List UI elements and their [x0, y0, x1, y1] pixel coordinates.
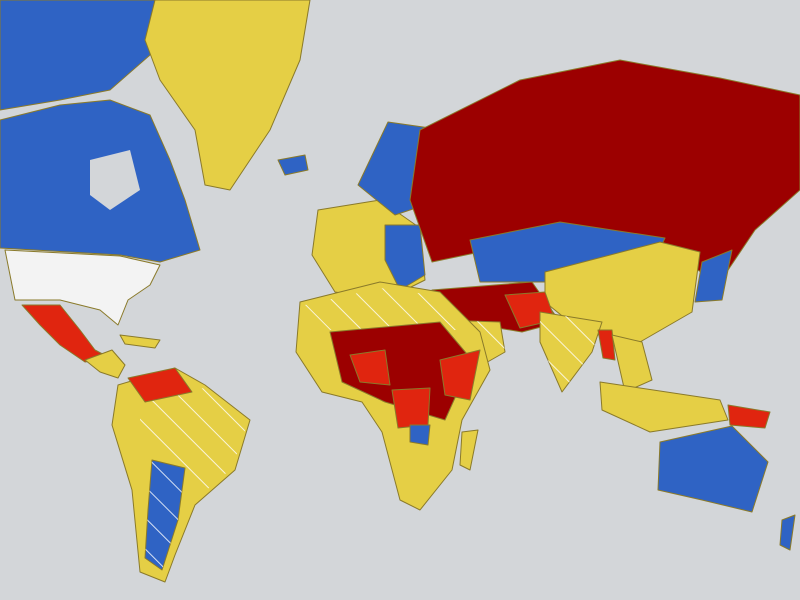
- region-usa[interactable]: [4, 249, 161, 326]
- region-russia[interactable]: [409, 59, 800, 283]
- region-greenland[interactable]: [144, 0, 311, 191]
- region-argentina-hatch: [145, 460, 185, 570]
- region-southeast-asia[interactable]: [611, 334, 653, 393]
- region-iceland[interactable]: [277, 154, 309, 176]
- region-drc[interactable]: [391, 387, 431, 429]
- region-myanmar[interactable]: [597, 329, 616, 361]
- region-indonesia[interactable]: [599, 381, 729, 433]
- region-caribbean[interactable]: [119, 334, 161, 349]
- region-papua[interactable]: [727, 404, 771, 429]
- region-horn-of-africa[interactable]: [439, 349, 481, 401]
- region-sahara-hatch: [305, 288, 465, 330]
- region-india-hatch: [540, 312, 602, 392]
- region-china[interactable]: [544, 241, 701, 343]
- region-hudson-bay: [90, 150, 140, 210]
- region-japan[interactable]: [694, 249, 733, 303]
- region-central-africa-blue[interactable]: [409, 424, 431, 446]
- region-sahel-red[interactable]: [349, 349, 391, 386]
- region-sahel[interactable]: [329, 321, 473, 421]
- region-australia[interactable]: [657, 425, 769, 513]
- region-arctic-islands[interactable]: [0, 0, 171, 111]
- region-new-zealand[interactable]: [779, 514, 796, 551]
- region-eastern-europe[interactable]: [384, 224, 426, 291]
- region-central-america[interactable]: [84, 349, 126, 379]
- region-brazil[interactable]: [140, 388, 248, 500]
- region-venezuela[interactable]: [127, 367, 193, 403]
- region-madagascar[interactable]: [459, 429, 479, 471]
